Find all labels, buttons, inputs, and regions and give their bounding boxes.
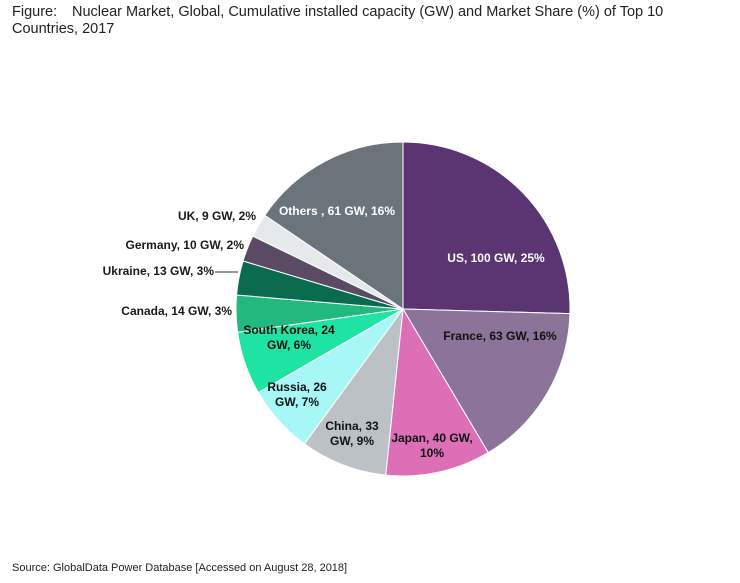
slice-label-canada: Canada, 14 GW, 3% — [121, 304, 232, 318]
slice-label-germany: Germany, 10 GW, 2% — [126, 238, 245, 252]
source-note: Source: GlobalData Power Database [Acces… — [12, 562, 348, 574]
figure-title: Nuclear Market, Global, Cumulative insta… — [12, 4, 664, 37]
pie-slice-us — [402, 141, 571, 315]
slice-label-others: Others , 61 GW, 16% — [279, 204, 395, 218]
slice-label-japan: Japan, 40 GW, 10% — [391, 431, 472, 460]
slice-label-south-korea: South Korea, 24 GW, 6% — [243, 323, 335, 352]
slice-label-uk: UK, 9 GW, 2% — [178, 209, 256, 223]
figure-label: Figure: — [12, 4, 58, 20]
slice-label-france: France, 63 GW, 16% — [443, 329, 557, 343]
slice-label-china: China, 33 GW, 9% — [325, 419, 379, 448]
pie-slice-china — [303, 307, 404, 476]
slice-label-us: US, 100 GW, 25% — [447, 251, 545, 265]
figure-caption: Figure: Nuclear Market, Global, Cumulativ… — [12, 4, 732, 38]
pie-slice-others — [264, 141, 404, 310]
pie-slice-japan — [385, 307, 489, 477]
pie-slice-france — [402, 308, 571, 454]
slice-label-ukraine: Ukraine, 13 GW, 3% — [103, 264, 215, 278]
slice-label-russia: Russia, 26 GW, 7% — [267, 380, 327, 409]
